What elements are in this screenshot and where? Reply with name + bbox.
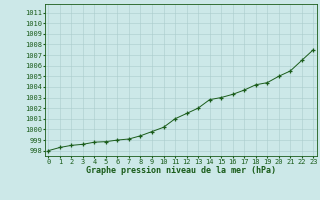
X-axis label: Graphe pression niveau de la mer (hPa): Graphe pression niveau de la mer (hPa) [86, 166, 276, 175]
